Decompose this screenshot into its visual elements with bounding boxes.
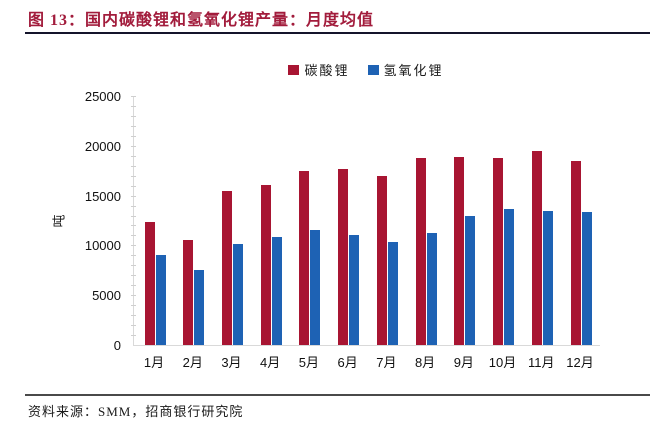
y-tick-label: 0: [113, 338, 121, 353]
x-tick-label: 4月: [260, 355, 281, 370]
bar-hydroxide-2月: [194, 270, 205, 345]
bar-hydroxide-7月: [387, 242, 398, 345]
x-tick-label: 8月: [414, 355, 436, 370]
y-tick-label: 25000: [84, 89, 121, 104]
y-axis-minor-tick: [131, 225, 136, 227]
bar-hydroxide-5月: [310, 229, 321, 345]
figure-title: 图 13：国内碳酸锂和氢氧化锂产量：月度均值: [28, 12, 375, 29]
y-axis-minor-tick: [131, 165, 136, 167]
x-tick-label: 2月: [182, 355, 203, 370]
bar-carbonate-8月: [415, 157, 426, 345]
y-tick-label: 5000: [92, 288, 121, 304]
y-axis-minor-tick: [131, 255, 136, 257]
y-axis-minor-tick: [131, 175, 136, 177]
legend-swatch-red: [288, 64, 300, 75]
y-axis-minor-tick: [131, 145, 136, 147]
y-axis-minor-tick: [131, 215, 136, 217]
x-tick-label: 10月: [488, 355, 517, 370]
legend-item-lithium-carbonate: 碳酸锂: [288, 60, 349, 79]
y-axis-title: 吨: [51, 214, 67, 228]
y-axis-minor-tick: [131, 245, 136, 247]
bar-carbonate-3月: [221, 190, 232, 345]
y-axis-minor-tick: [131, 235, 136, 237]
y-axis-minor-tick: [131, 305, 136, 307]
x-axis-tick-labels: 1月 2月 3月 4月 5月 6月 7月 8月 9月 10月 11月 12月: [133, 352, 599, 372]
bar-carbonate-4月: [260, 184, 271, 345]
y-axis-minor-tick: [131, 205, 136, 207]
legend-swatch-blue: [367, 64, 379, 75]
legend-label: 氢氧化锂: [383, 63, 444, 78]
footer-rule: [25, 394, 650, 396]
bar-carbonate-11月: [531, 150, 542, 345]
x-tick-label: 6月: [337, 355, 358, 370]
y-axis-minor-tick: [131, 295, 136, 297]
y-axis-minor-tick: [131, 335, 136, 337]
x-tick-label: 5月: [298, 355, 320, 370]
x-tick-label: 3月: [221, 355, 242, 370]
plot-area: [131, 96, 600, 346]
x-tick-label: 9月: [453, 355, 474, 370]
bar-carbonate-12月: [570, 160, 581, 345]
bar-hydroxide-4月: [271, 237, 282, 345]
y-axis-minor-tick: [131, 155, 136, 157]
bar-carbonate-1月: [144, 221, 155, 345]
bar-hydroxide-10月: [504, 208, 515, 345]
y-axis-minor-tick: [131, 115, 136, 117]
bar-carbonate-9月: [454, 156, 465, 345]
y-axis-minor-tick: [131, 275, 136, 277]
x-tick-label: 11月: [528, 355, 555, 370]
y-axis-minor-tick: [131, 195, 136, 197]
x-tick-label: 1月: [143, 355, 165, 370]
y-tick-label: 20000: [84, 138, 121, 154]
y-tick-label: 10000: [84, 238, 121, 254]
bar-hydroxide-9月: [465, 215, 476, 345]
x-tick-label: 12月: [566, 355, 594, 370]
y-axis-minor-tick: [131, 325, 136, 327]
bar-carbonate-7月: [376, 175, 387, 345]
bar-hydroxide-6月: [349, 235, 360, 345]
y-axis-minor-tick: [131, 285, 136, 287]
legend-label: 碳酸锂: [304, 63, 350, 78]
y-axis-minor-tick: [131, 105, 136, 107]
bar-carbonate-6月: [338, 168, 349, 345]
bar-hydroxide-1月: [155, 255, 166, 345]
bar-hydroxide-3月: [232, 244, 243, 345]
bar-carbonate-10月: [493, 157, 504, 345]
y-axis-minor-tick: [131, 265, 136, 267]
y-axis-minor-tick: [131, 125, 136, 127]
x-tick-label: 7月: [376, 355, 397, 370]
y-axis-minor-tick: [131, 135, 136, 137]
y-axis-minor-tick: [131, 185, 136, 187]
chart-legend: 碳酸锂 氢氧化锂: [133, 60, 599, 79]
y-axis-minor-tick: [131, 315, 136, 317]
y-axis-minor-tick: [131, 96, 136, 97]
title-underline: [25, 32, 650, 34]
y-tick-label: 15000: [84, 188, 121, 204]
bar-hydroxide-11月: [542, 210, 553, 345]
y-axis-tick-labels: 0 5000 10000 15000 20000 25000: [0, 89, 127, 353]
legend-item-lithium-hydroxide: 氢氧化锂: [367, 60, 444, 79]
bar-hydroxide-12月: [581, 211, 592, 345]
bar-carbonate-5月: [299, 170, 310, 345]
source-note: 资料来源：SMM，招商银行研究院: [28, 404, 244, 419]
bar-carbonate-2月: [183, 240, 194, 345]
bar-hydroxide-8月: [426, 232, 437, 345]
